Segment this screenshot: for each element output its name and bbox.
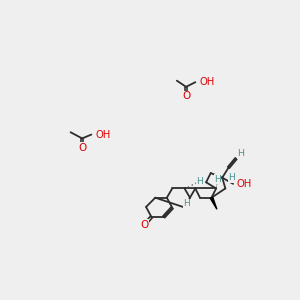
Text: OH: OH [237, 179, 252, 189]
Text: H: H [228, 173, 235, 182]
Text: H: H [196, 177, 203, 186]
Text: OH: OH [95, 130, 110, 140]
Text: OH: OH [199, 77, 214, 87]
Text: H: H [237, 149, 244, 158]
Text: H: H [214, 175, 221, 184]
Text: O: O [182, 91, 190, 101]
Text: H: H [184, 200, 190, 208]
Text: O: O [140, 220, 148, 230]
Text: O: O [78, 143, 86, 153]
Polygon shape [210, 197, 217, 209]
